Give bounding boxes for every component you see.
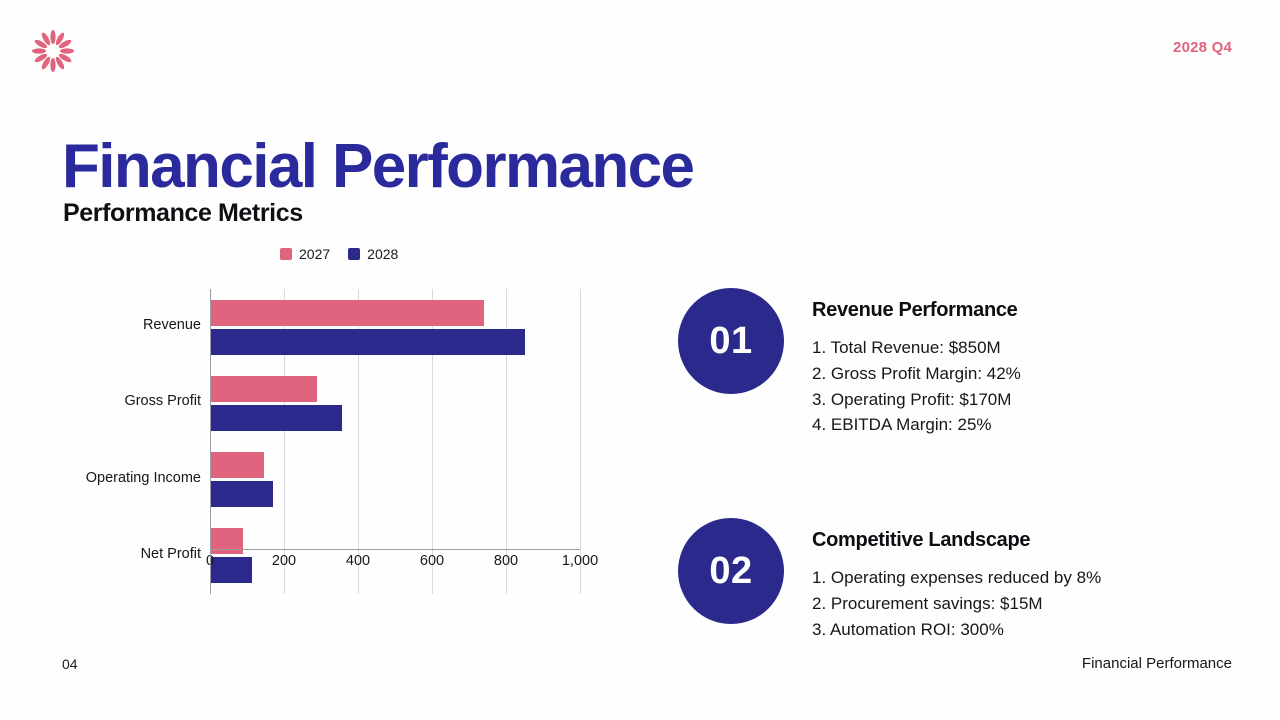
chart-gridline (506, 289, 507, 594)
chart-bar[interactable] (210, 452, 264, 479)
chart-bar-group (210, 299, 580, 372)
highlight-block: 01 Revenue Performance 1. Total Revenue: $… (678, 288, 1238, 438)
highlight-title: Competitive Landscape (812, 529, 1031, 552)
highlight-list: 1. Total Revenue: $850M 2. Gross Profit M… (812, 335, 1021, 438)
chart-x-axis-line (210, 549, 580, 550)
chart-bar[interactable] (210, 557, 252, 584)
chart-x-tick-label: 600 (419, 553, 445, 569)
chart-legend: 2027 2028 (280, 246, 398, 262)
chart-category-label: Revenue (142, 317, 201, 334)
chart-category-label: Net Profit (140, 545, 201, 562)
chart-bar[interactable] (210, 481, 273, 508)
chart-category-label: Operating Income (85, 469, 201, 486)
chart-bar[interactable] (210, 299, 484, 326)
chart-bar-group (210, 452, 580, 524)
chart-gridline (580, 289, 581, 594)
highlight-list-item: 2. Procurement savings: $15M (812, 593, 1043, 613)
chart-gridline (210, 289, 211, 594)
chart-category-label: Gross Profit (124, 393, 201, 410)
highlight-block: 02 Competitive Landscape 1. Operating expe… (678, 518, 1238, 642)
legend-label: 2027 (299, 246, 331, 262)
chart-bar-group (210, 528, 580, 600)
footer-label: Financial Performance (1081, 655, 1232, 672)
chart-x-tick-label: 800 (493, 553, 519, 569)
highlight-list-item: 4. EBITDA Margin: 25% (812, 415, 992, 435)
chart-x-axis-ticks: 02004006008001,000 (206, 553, 598, 575)
chart-bar-group (210, 375, 580, 448)
chart-bar[interactable] (210, 328, 525, 355)
highlight-body: Revenue Performance 1. Total Revenue: $85… (812, 288, 1021, 438)
highlight-list-item: 3. Operating Profit: $170M (812, 389, 1012, 409)
highlight-badge: 01 (678, 288, 784, 394)
chart-bar[interactable] (210, 375, 318, 402)
chart-x-tick-label: 200 (271, 553, 297, 569)
performance-metrics-chart: 2027 2028 Revenue Gross Profit Operating In… (55, 238, 615, 613)
highlight-list-item: 2. Gross Profit Margin: 42% (812, 363, 1021, 383)
chart-gridline (358, 289, 359, 594)
page-title: Financial Performance (62, 131, 695, 201)
flower-burst-logo-icon (31, 29, 75, 73)
chart-plot: Revenue Gross Profit Operating Income Net P… (55, 283, 615, 613)
legend-swatch-icon (348, 248, 361, 260)
highlight-badge: 02 (678, 518, 784, 625)
legend-label: 2028 (367, 246, 399, 262)
legend-swatch-icon (280, 248, 292, 260)
section-subtitle: Performance Metrics (63, 198, 303, 227)
footer-page-number: 04 (62, 656, 78, 672)
highlight-body: Competitive Landscape 1. Operating expens… (812, 518, 1101, 642)
highlight-list: 1. Operating expenses reduced by 8% 2. Pr… (812, 565, 1101, 642)
period-badge: 2028 Q4 (1173, 39, 1232, 56)
chart-plot-area (210, 289, 581, 594)
chart-bar[interactable] (210, 404, 343, 431)
chart-category-axis: Revenue Gross Profit Operating Income Net P… (55, 289, 207, 594)
chart-x-tick-label: 1,000 (561, 553, 599, 569)
chart-x-tick-label: 400 (345, 553, 371, 569)
chart-gridline (284, 289, 285, 594)
legend-entry[interactable]: 2027 (280, 246, 330, 262)
legend-entry[interactable]: 2028 (348, 246, 398, 262)
highlight-list-item: 1. Total Revenue: $850M (812, 338, 1001, 357)
chart-gridline (432, 289, 433, 594)
highlight-list-item: 3. Automation ROI: 300% (812, 619, 1004, 639)
highlight-sections: 01 Revenue Performance 1. Total Revenue: $… (678, 288, 1238, 643)
chart-bar[interactable] (210, 528, 244, 555)
highlight-title: Revenue Performance (812, 299, 1018, 321)
highlight-list-item: 1. Operating expenses reduced by 8% (812, 568, 1102, 588)
